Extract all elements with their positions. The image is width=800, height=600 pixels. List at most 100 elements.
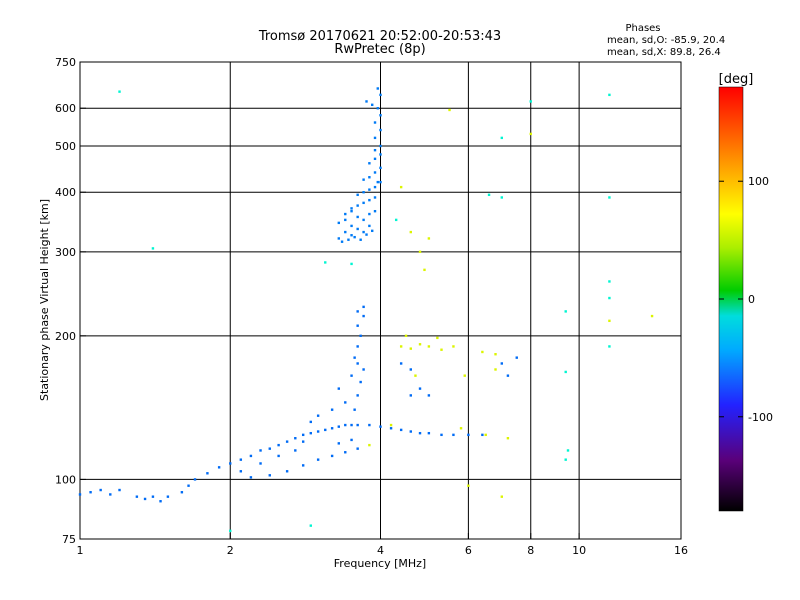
data-point [494,353,497,356]
data-point [294,437,297,440]
data-point [309,431,312,435]
data-point [399,362,403,365]
data-point [268,447,271,450]
data-point [143,497,147,501]
data-point [309,420,312,424]
data-point [350,262,353,266]
data-point [564,310,567,313]
data-point [481,350,484,354]
data-point [347,238,350,241]
data-point [368,198,371,202]
data-point [135,495,139,498]
data-point [249,476,253,479]
phase-stats-heading: Phases [625,23,660,34]
data-point [371,103,374,107]
data-point [452,345,455,348]
data-point [373,185,377,189]
data-point [362,368,365,371]
x-tick-label: 1 [77,544,84,557]
data-point [344,230,347,234]
data-point [467,484,470,487]
data-point [608,280,611,283]
data-point [650,314,654,318]
data-point [353,356,356,359]
x-tick-label: 8 [527,544,534,557]
data-point [399,428,403,432]
data-point [409,230,412,234]
data-point [564,458,567,461]
data-point [109,493,112,496]
data-point [608,93,611,97]
x-tick-label: 10 [572,544,586,557]
x-tick-label: 16 [674,544,688,557]
data-point [350,207,353,210]
data-point [362,314,365,318]
x-tick-label: 2 [227,544,234,557]
data-point [180,491,184,494]
data-point [459,427,463,430]
data-point [301,440,305,443]
data-point [350,234,353,237]
data-point [394,218,398,222]
colorbar-tick-label: 100 [748,175,769,188]
data-point [193,478,197,481]
y-tick-label: 75 [62,533,76,546]
y-axis-label: Stationary phase Virtual Height [km] [38,199,51,401]
data-point [239,458,243,461]
data-point [356,215,359,219]
data-point [409,347,412,350]
data-point [99,488,102,492]
data-point [373,196,377,199]
y-tick-label: 200 [55,330,76,343]
data-point [324,428,327,432]
data-point [373,157,377,161]
data-point [484,433,487,437]
data-point [399,345,403,348]
data-point [440,433,443,437]
data-point [159,500,162,503]
data-point [316,458,320,461]
data-point [376,107,379,110]
data-point [356,345,359,348]
data-point [467,433,470,437]
colorbar-label: [deg] [719,72,754,87]
data-point [506,437,510,440]
chart-subtitle: RwPretec (8p) [334,42,425,57]
data-point [427,394,431,397]
data-point [229,462,232,465]
data-point [89,491,92,494]
data-point [362,178,365,181]
data-point [350,438,353,442]
x-tick-label: 4 [377,544,384,557]
data-point [118,90,121,93]
data-point [301,433,305,437]
y-tick-label: 300 [55,246,76,259]
data-point [379,93,382,97]
data-point [373,136,377,140]
data-point [337,387,341,390]
data-point [389,427,393,430]
data-point [268,474,271,477]
data-point [500,136,504,140]
data-point [436,336,439,340]
data-point [316,430,320,433]
data-point [463,374,466,377]
data-point [376,87,379,90]
data-point [285,440,289,443]
data-point [359,238,362,241]
data-point [423,268,426,272]
data-point [330,427,334,430]
x-axis-ticks: 1 2 4 6 8 10 16 [77,533,688,557]
data-points [78,87,654,533]
data-point [389,423,393,427]
data-point [350,374,353,377]
data-point [368,212,371,216]
data-point [409,430,412,433]
data-point [399,185,403,189]
y-tick-label: 750 [55,56,76,69]
data-point [448,108,451,112]
data-point [356,447,359,450]
data-point [379,128,382,132]
data-point [359,334,362,338]
